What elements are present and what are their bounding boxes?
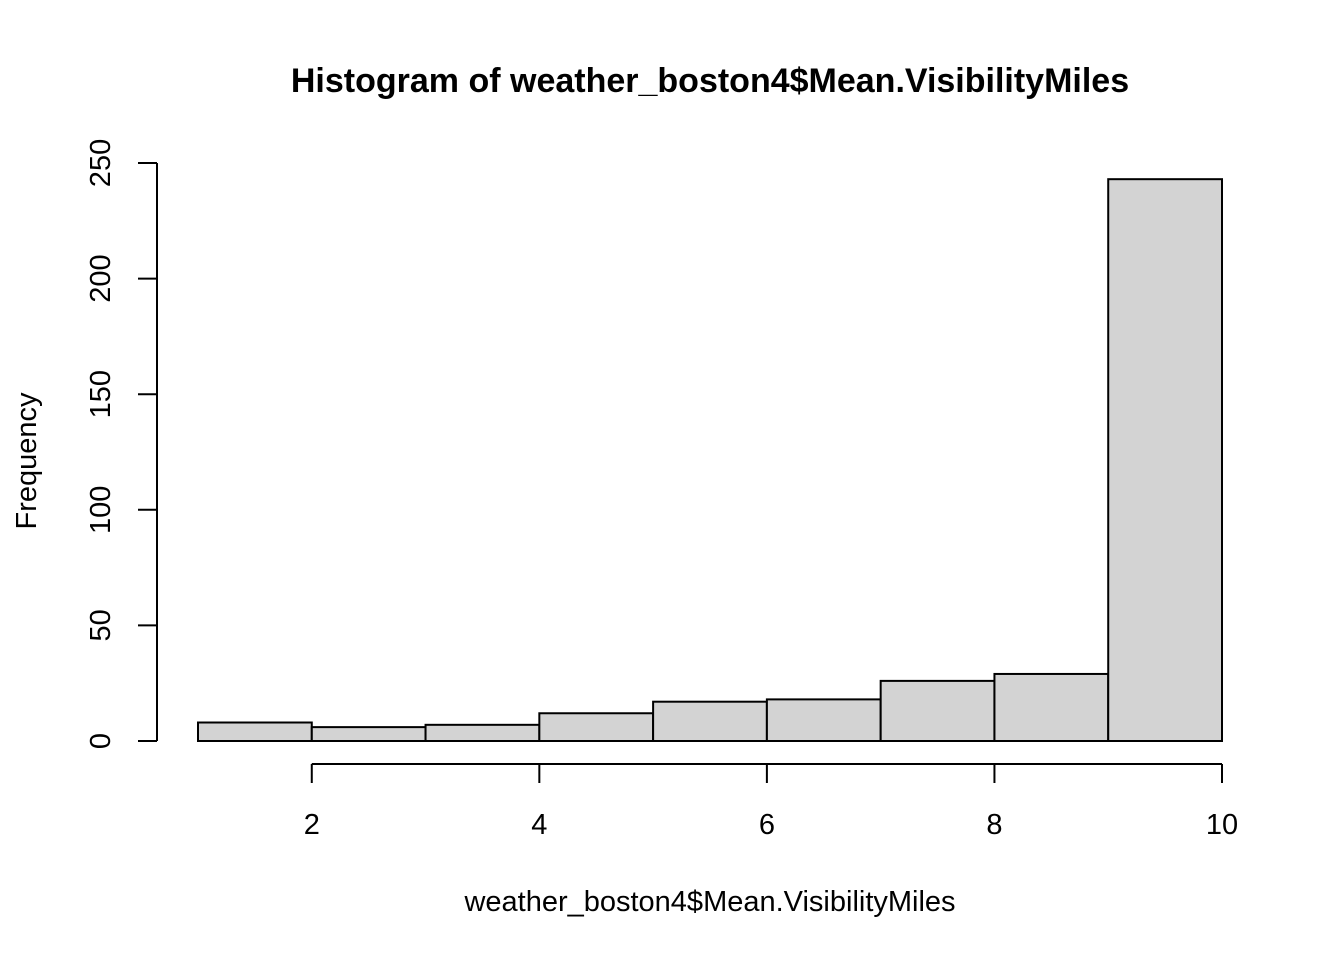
y-tick-label: 50: [85, 609, 117, 641]
x-tick-label: 2: [304, 809, 320, 841]
histogram-bar: [993, 672, 1110, 743]
y-tick-label: 0: [85, 733, 117, 749]
y-tick-label: 100: [85, 486, 117, 534]
chart-title: Histogram of weather_boston4$Mean.Visibi…: [291, 62, 1129, 100]
y-tick-label: 150: [85, 370, 117, 418]
histogram-bar: [538, 712, 655, 742]
x-tick-label: 6: [759, 809, 775, 841]
histogram-bar: [310, 726, 427, 742]
y-tick-label: 200: [85, 254, 117, 302]
histogram-bar: [1107, 178, 1223, 742]
x-axis: 2 4 6 8 10: [304, 763, 1238, 841]
histogram-bar: [765, 698, 882, 742]
histogram-bar: [652, 700, 768, 742]
bars-group: [197, 178, 1223, 743]
x-tick-label: 10: [1206, 809, 1238, 841]
x-tick-label: 4: [531, 809, 547, 841]
histogram-bar: [197, 721, 313, 743]
y-axis-title: Frequency: [11, 392, 43, 530]
y-axis: 0 50 100 150 200 250: [85, 139, 158, 749]
histogram-bar: [879, 679, 996, 742]
x-axis-title: weather_boston4$Mean.VisibilityMiles: [463, 886, 955, 918]
histogram-bar: [424, 723, 541, 742]
y-tick-label: 250: [85, 139, 117, 187]
x-tick-label: 8: [986, 809, 1002, 841]
